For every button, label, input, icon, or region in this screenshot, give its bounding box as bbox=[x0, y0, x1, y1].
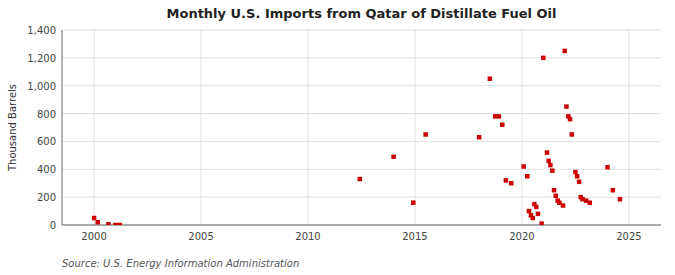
point bbox=[561, 203, 566, 208]
chart-container: Monthly U.S. Imports from Qatar of Disti… bbox=[0, 0, 675, 275]
point bbox=[552, 188, 557, 193]
y-grid-line bbox=[62, 57, 661, 58]
y-tick-label: 800 bbox=[37, 109, 56, 120]
x-tick-label: 2020 bbox=[509, 231, 534, 242]
point bbox=[500, 122, 505, 127]
point bbox=[488, 77, 493, 82]
chart-svg: Monthly U.S. Imports from Qatar of Disti… bbox=[0, 0, 675, 275]
point bbox=[570, 132, 575, 137]
point bbox=[536, 212, 541, 217]
point bbox=[546, 159, 551, 164]
point bbox=[525, 174, 530, 179]
point bbox=[611, 188, 616, 193]
grid bbox=[62, 30, 661, 225]
point bbox=[411, 200, 416, 205]
point bbox=[504, 178, 509, 183]
point bbox=[391, 155, 396, 160]
y-tick-label: 1,400 bbox=[27, 25, 56, 36]
y-tick-label: 200 bbox=[37, 192, 56, 203]
point bbox=[562, 49, 567, 54]
y-tick-label: 1,200 bbox=[27, 53, 56, 64]
x-grid-line bbox=[308, 30, 309, 225]
point bbox=[527, 209, 532, 214]
points bbox=[92, 49, 622, 225]
point bbox=[568, 117, 573, 122]
y-grid-line bbox=[62, 141, 661, 142]
x-grid-line bbox=[94, 30, 95, 225]
x-axis-line bbox=[62, 225, 661, 226]
title: Monthly U.S. Imports from Qatar of Disti… bbox=[167, 6, 557, 21]
point bbox=[423, 132, 428, 137]
x-grid-line bbox=[521, 30, 522, 225]
y-grid-line bbox=[62, 113, 661, 114]
point bbox=[564, 104, 569, 109]
y-axis-line bbox=[62, 30, 63, 225]
y-grid-line bbox=[62, 169, 661, 170]
point bbox=[605, 165, 610, 170]
point bbox=[588, 200, 593, 205]
point bbox=[118, 223, 123, 225]
x-grid-line bbox=[414, 30, 415, 225]
y-tick-label: 600 bbox=[37, 136, 56, 147]
y-grid-line bbox=[62, 197, 661, 198]
point bbox=[497, 114, 502, 119]
point bbox=[539, 221, 544, 225]
point bbox=[92, 216, 97, 221]
point bbox=[541, 56, 546, 61]
source-note: Source: U.S. Energy Information Administ… bbox=[62, 258, 299, 269]
point bbox=[106, 222, 111, 225]
y-tick-label: 400 bbox=[37, 164, 56, 175]
point bbox=[575, 174, 580, 179]
page: {"chart_data": { "type": "scatter", "tit… bbox=[0, 0, 675, 275]
point bbox=[530, 216, 535, 221]
point bbox=[545, 150, 550, 155]
y-tick-label: 0 bbox=[50, 220, 56, 231]
point bbox=[553, 194, 558, 199]
y-axis-label: Thousand Barrels bbox=[7, 84, 18, 172]
x-tick-label: 2005 bbox=[188, 231, 213, 242]
point bbox=[534, 205, 539, 210]
x-grid-line bbox=[201, 30, 202, 225]
point bbox=[358, 177, 363, 182]
point bbox=[573, 170, 578, 175]
y-grid-line bbox=[62, 30, 661, 31]
x-tick-label: 2010 bbox=[295, 231, 320, 242]
x-tick-label: 2015 bbox=[402, 231, 427, 242]
point bbox=[509, 181, 514, 186]
point bbox=[95, 220, 100, 225]
x-grid-line bbox=[628, 30, 629, 225]
point bbox=[550, 168, 555, 173]
axes: 0 200 400 600 800 1,000 1,200 1,400 2000 2005 2010… bbox=[27, 25, 661, 242]
point bbox=[113, 223, 118, 225]
x-tick-label: 2000 bbox=[81, 231, 106, 242]
point bbox=[521, 164, 526, 169]
x-tick-label: 2025 bbox=[616, 231, 641, 242]
point bbox=[548, 163, 553, 168]
y-grid-line bbox=[62, 85, 661, 86]
y-grid-line bbox=[62, 225, 661, 226]
point bbox=[477, 135, 482, 140]
y-tick-label: 1,000 bbox=[27, 81, 56, 92]
point bbox=[618, 197, 623, 202]
point bbox=[577, 180, 582, 185]
